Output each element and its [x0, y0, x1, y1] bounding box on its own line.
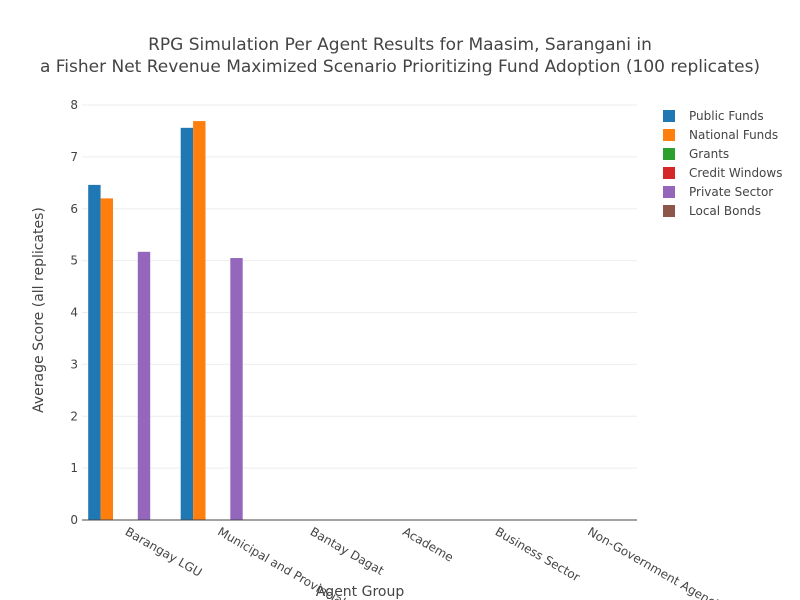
- legend-swatch: [663, 166, 675, 179]
- bar[interactable]: [137, 251, 151, 520]
- legend-swatch: [663, 185, 675, 198]
- x-axis-label: Agent Group: [316, 584, 405, 600]
- legend-item[interactable]: Public Funds: [663, 106, 782, 125]
- x-tick-label: Academe: [400, 524, 456, 564]
- y-tick-label: 4: [70, 306, 78, 320]
- legend-swatch: [663, 109, 675, 122]
- x-tick-labels: Barangay LGU Municipal and ProvincialBant…: [123, 524, 733, 600]
- legend-label: Private Sector: [689, 184, 774, 199]
- legend-item[interactable]: Private Sector: [663, 182, 782, 201]
- legend-item[interactable]: National Funds: [663, 125, 782, 144]
- bars: [88, 121, 243, 521]
- legend-item[interactable]: Credit Windows: [663, 163, 782, 182]
- y-tick-label: 2: [70, 409, 78, 423]
- legend-swatch: [663, 128, 675, 141]
- y-axis-label: Average Score (all replicates): [31, 207, 47, 413]
- x-tick-label: Bantay Dagat: [308, 524, 387, 577]
- legend-label: National Funds: [689, 127, 779, 142]
- x-tick-label: Business Sector: [493, 524, 583, 584]
- bar[interactable]: [193, 121, 206, 521]
- y-tick-label: 7: [70, 150, 78, 164]
- y-tick-labels: 0 1 2 3 4 5 6 7 8: [70, 98, 78, 527]
- y-tick-label: 3: [70, 357, 78, 371]
- y-tick-label: 6: [70, 202, 78, 216]
- legend-swatch: [663, 204, 675, 217]
- legend: Public Funds National Funds Grants Credit W…: [663, 106, 782, 220]
- bar[interactable]: [88, 184, 101, 520]
- legend-item[interactable]: Local Bonds: [663, 201, 782, 220]
- y-tick-label: 5: [70, 254, 78, 268]
- y-tick-label: 1: [70, 461, 78, 475]
- legend-label: Local Bonds: [689, 203, 761, 218]
- x-tick-label: Non-Government Agencies: [585, 524, 732, 600]
- gridlines: [82, 104, 637, 469]
- bar[interactable]: [100, 198, 113, 520]
- legend-swatch: [663, 147, 675, 160]
- chart-title-line-2: a Fisher Net Revenue Maximized Scenario …: [39, 57, 761, 77]
- legend-item[interactable]: Grants: [663, 144, 782, 163]
- y-tick-label: 0: [70, 513, 78, 527]
- legend-label: Credit Windows: [689, 165, 783, 180]
- bar[interactable]: [230, 258, 243, 520]
- chart-title-line-1: RPG Simulation Per Agent Results for Maa…: [148, 35, 652, 55]
- x-tick-label: Barangay LGU: [123, 524, 205, 579]
- y-tick-label: 8: [70, 98, 78, 112]
- bar[interactable]: [180, 127, 194, 520]
- legend-label: Public Funds: [689, 108, 764, 123]
- legend-label: Grants: [689, 146, 730, 161]
